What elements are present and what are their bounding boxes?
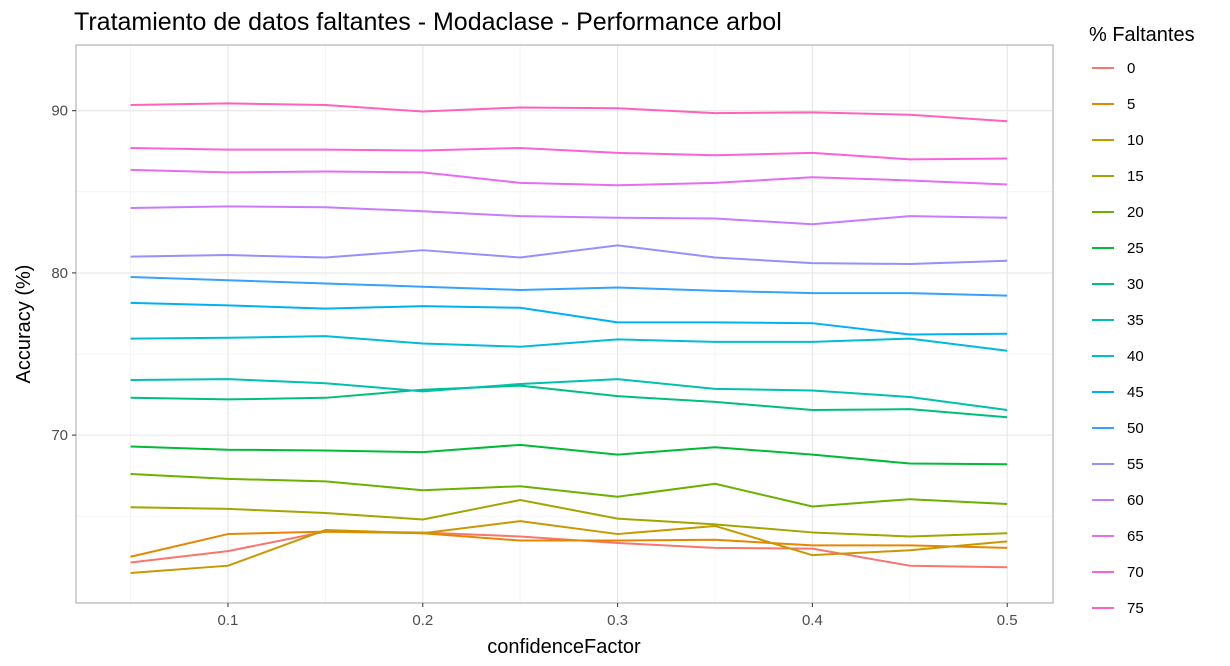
x-tick-label: 0.5	[997, 612, 1018, 629]
series-line-50	[130, 275, 1008, 297]
y-tick-label: 90	[51, 103, 68, 120]
x-axis: 0.1 0.2 0.3 0.4 0.5	[218, 603, 1018, 629]
series-line-45	[130, 301, 1008, 336]
series-line-5	[130, 530, 1008, 558]
legend-label-50: 50	[1127, 420, 1144, 437]
series-line-55	[130, 244, 1008, 265]
plot-panel-border	[75, 44, 1054, 604]
series-line-10	[130, 520, 1008, 574]
series-line-75	[130, 102, 1008, 123]
y-tick-label: 80	[51, 265, 68, 282]
legend-label-65: 65	[1127, 528, 1144, 545]
x-axis-title: confidenceFactor	[487, 636, 641, 658]
legend-label-45: 45	[1127, 384, 1144, 401]
series-line-60	[130, 205, 1008, 226]
series-line-30	[130, 384, 1008, 419]
series-line-15	[130, 499, 1008, 538]
legend-label-30: 30	[1127, 276, 1144, 293]
x-tick-label: 0.1	[218, 612, 239, 629]
x-tick-label: 0.2	[412, 612, 433, 629]
legend: % Faltantes 0 5 10 15 20 25 30 35 40 45 50 55 60 65 70…	[1089, 24, 1195, 617]
series-line-25	[130, 443, 1008, 466]
legend-title: % Faltantes	[1089, 24, 1195, 46]
legend-label-70: 70	[1127, 564, 1144, 581]
legend-label-60: 60	[1127, 492, 1144, 509]
x-tick-label: 0.4	[802, 612, 823, 629]
legend-label-15: 15	[1127, 168, 1144, 185]
legend-label-5: 5	[1127, 96, 1135, 113]
series-line-35	[130, 378, 1008, 411]
legend-label-0: 0	[1127, 60, 1135, 77]
series-line-65	[130, 168, 1008, 187]
legend-label-20: 20	[1127, 204, 1144, 221]
series-lines	[130, 102, 1008, 574]
legend-label-10: 10	[1127, 132, 1144, 149]
grid	[76, 45, 1053, 603]
y-tick-label: 70	[51, 427, 68, 444]
chart-title: Tratamiento de datos faltantes - Modacla…	[74, 8, 782, 36]
y-axis: 70 80 90	[51, 103, 76, 444]
series-line-40	[130, 335, 1008, 352]
series-line-0	[130, 530, 1008, 569]
legend-label-35: 35	[1127, 312, 1144, 329]
legend-label-40: 40	[1127, 348, 1144, 365]
series-line-70	[130, 147, 1008, 161]
legend-label-25: 25	[1127, 240, 1144, 257]
series-line-20	[130, 473, 1008, 508]
y-axis-title: Accuracy (%)	[13, 265, 35, 384]
x-tick-label: 0.3	[607, 612, 628, 629]
legend-label-55: 55	[1127, 456, 1144, 473]
legend-label-75: 75	[1127, 600, 1144, 617]
